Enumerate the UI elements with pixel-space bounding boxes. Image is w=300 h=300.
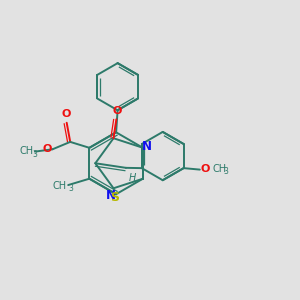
- Text: O: O: [43, 144, 52, 154]
- Text: 3: 3: [69, 184, 74, 193]
- Text: CH: CH: [19, 146, 33, 156]
- Text: O: O: [61, 109, 71, 119]
- Text: S: S: [110, 190, 119, 204]
- Text: 3: 3: [224, 167, 228, 176]
- Text: CH: CH: [52, 181, 67, 190]
- Text: CH: CH: [212, 164, 226, 174]
- Text: O: O: [200, 164, 209, 174]
- Text: 3: 3: [32, 150, 37, 159]
- Text: O: O: [112, 106, 122, 116]
- Text: N: N: [142, 140, 152, 153]
- Text: N: N: [106, 188, 116, 202]
- Text: H: H: [128, 173, 136, 183]
